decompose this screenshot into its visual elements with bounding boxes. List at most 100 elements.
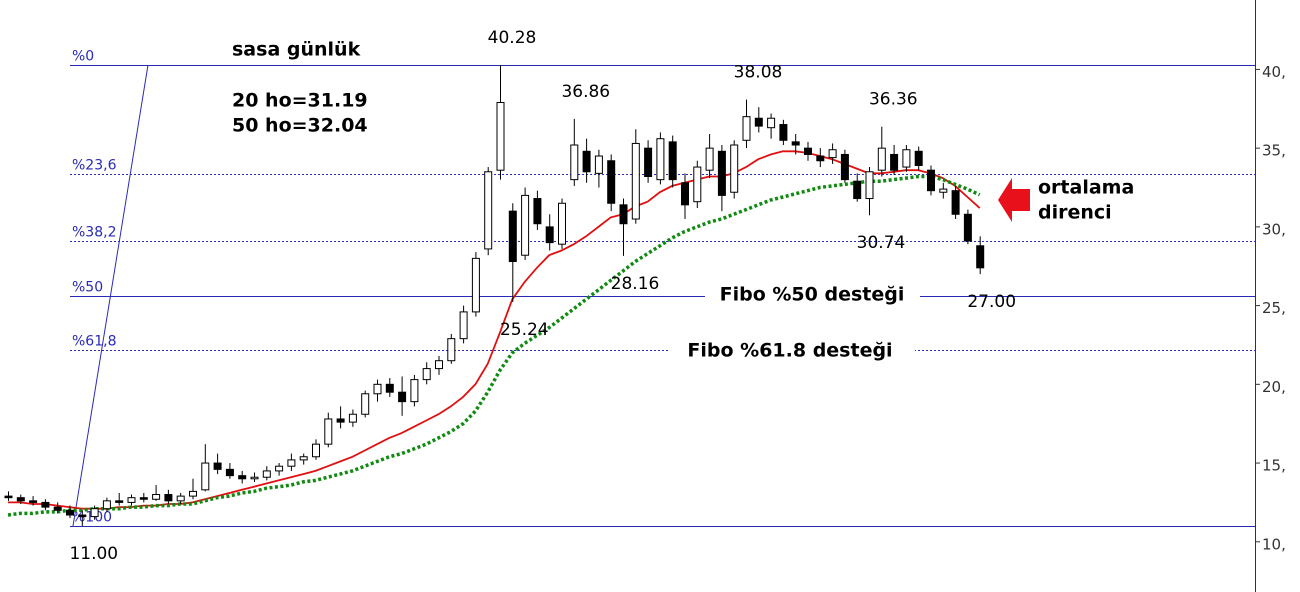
fib-level-label: %50 bbox=[72, 280, 103, 296]
candle-body bbox=[533, 198, 542, 225]
y-tick-label: 40, bbox=[1262, 63, 1286, 81]
candle-body bbox=[115, 500, 124, 503]
candle-body bbox=[459, 311, 468, 340]
candle-body bbox=[16, 497, 25, 502]
y-tick-label: 25, bbox=[1262, 299, 1286, 317]
candle-body bbox=[299, 456, 308, 461]
annotation: ortalama bbox=[1038, 177, 1134, 199]
candle-body bbox=[484, 171, 493, 250]
candle-body bbox=[582, 150, 591, 173]
candle-body bbox=[730, 144, 739, 193]
candle-body bbox=[865, 171, 874, 200]
candle-body bbox=[471, 257, 480, 313]
candle-body bbox=[66, 509, 74, 516]
candle-body bbox=[127, 497, 136, 503]
candle-body bbox=[287, 459, 296, 467]
candle-body bbox=[435, 360, 443, 370]
note: 20 ho=31.19 bbox=[232, 90, 368, 112]
fib-level-label: %23,6 bbox=[72, 158, 117, 174]
candle-body bbox=[447, 338, 456, 362]
candle-body bbox=[250, 476, 259, 480]
annotation: direnci bbox=[1038, 202, 1112, 224]
candle-body bbox=[213, 462, 222, 470]
candle-body bbox=[373, 383, 382, 395]
candle-body bbox=[607, 160, 616, 204]
candle-body bbox=[914, 150, 923, 166]
candle-body bbox=[902, 149, 911, 168]
candle-body bbox=[275, 465, 284, 472]
candle-body bbox=[717, 150, 726, 196]
candle-body bbox=[78, 514, 87, 518]
candle-body bbox=[521, 194, 530, 256]
candle-body bbox=[754, 117, 763, 127]
candle-body bbox=[102, 500, 111, 510]
arrow bbox=[998, 178, 1030, 222]
candle-body bbox=[804, 147, 812, 155]
y-tick-label: 20, bbox=[1262, 378, 1286, 396]
candle-body bbox=[619, 204, 628, 225]
y-tick-label: 30, bbox=[1262, 220, 1286, 238]
moving-average-line bbox=[7, 174, 981, 517]
candle-body bbox=[164, 494, 173, 502]
price-label: 36.86 bbox=[561, 82, 610, 102]
candle-body bbox=[840, 153, 849, 181]
price-label: 28.16 bbox=[611, 274, 660, 294]
candle-body bbox=[570, 144, 579, 181]
candle-body bbox=[963, 213, 972, 242]
candle-body bbox=[348, 413, 357, 423]
y-tick-label: 35, bbox=[1262, 142, 1286, 160]
price-label: 36.36 bbox=[869, 90, 918, 110]
candle-body bbox=[656, 138, 665, 181]
candle-body bbox=[976, 245, 985, 269]
candle-body bbox=[398, 391, 407, 403]
candle-body bbox=[225, 468, 234, 477]
candle-body bbox=[262, 470, 271, 478]
candle-body bbox=[53, 506, 62, 511]
candle-body bbox=[594, 155, 603, 174]
chart-title: sasa günlük bbox=[232, 39, 361, 61]
candle-body bbox=[29, 500, 38, 503]
fib-trend-line bbox=[72, 64, 149, 527]
candle-body bbox=[189, 490, 197, 497]
candle-body bbox=[668, 141, 677, 181]
candle-body bbox=[201, 462, 210, 491]
price-label: 38.08 bbox=[734, 63, 783, 83]
candle-body bbox=[791, 141, 800, 146]
candle-body bbox=[90, 508, 99, 518]
moving-average-line bbox=[8, 150, 981, 510]
price-label: 30.74 bbox=[857, 233, 906, 253]
candle-body bbox=[558, 202, 566, 245]
candle-body bbox=[410, 379, 419, 403]
candle-body bbox=[705, 147, 714, 171]
candle-body bbox=[681, 182, 689, 206]
fib-level-label: %38,2 bbox=[72, 225, 116, 241]
candle-body bbox=[693, 166, 702, 203]
fib-level-label: %61,8 bbox=[72, 334, 116, 350]
candle-body bbox=[41, 501, 50, 508]
price-label: 25.24 bbox=[500, 320, 549, 340]
price-label: 27.00 bbox=[967, 292, 1016, 312]
label-bg bbox=[670, 339, 915, 363]
candle-body bbox=[742, 116, 751, 141]
candle-body bbox=[152, 494, 161, 500]
y-tick-label: 10, bbox=[1262, 535, 1286, 553]
candle-body bbox=[951, 190, 960, 215]
candle-body bbox=[828, 149, 837, 159]
candle-body bbox=[312, 443, 320, 458]
candle-body bbox=[890, 153, 899, 171]
fib-level-label: %0 bbox=[72, 49, 94, 65]
candle-body bbox=[422, 368, 431, 381]
candle-body bbox=[779, 124, 788, 141]
candle-body bbox=[336, 418, 345, 423]
candle-body bbox=[385, 383, 394, 393]
price-label: 11.00 bbox=[69, 544, 118, 564]
candle-body bbox=[927, 169, 935, 192]
candle-body bbox=[361, 393, 370, 415]
candle-body bbox=[545, 226, 554, 244]
price-label: 40.28 bbox=[488, 28, 537, 48]
label-bg bbox=[705, 283, 920, 307]
candle-body bbox=[139, 497, 148, 500]
y-tick-label: 15, bbox=[1262, 457, 1286, 475]
candle-body bbox=[816, 155, 825, 162]
candle-body bbox=[324, 418, 333, 445]
